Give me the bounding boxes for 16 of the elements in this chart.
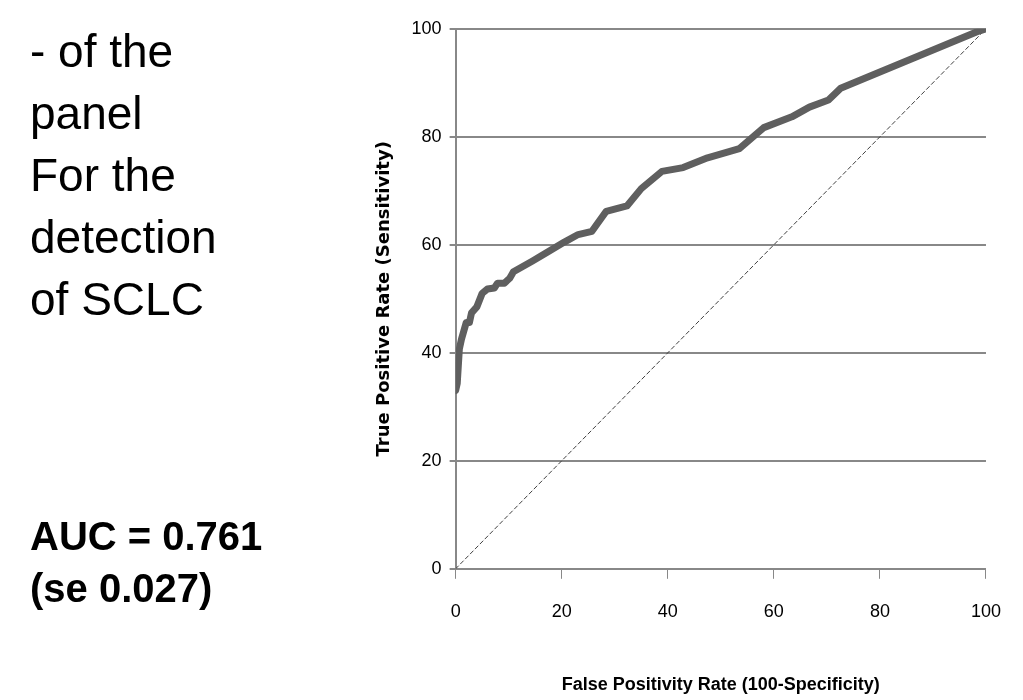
y-tick-label: 20 — [421, 449, 442, 470]
x-tick-label: 0 — [450, 600, 461, 621]
x-tick-label: 40 — [657, 600, 678, 621]
x-axis-title: False Positivity Rate (100-Specificity) — [561, 674, 880, 695]
y-tick-label: 40 — [421, 341, 442, 362]
y-tick-label: 100 — [411, 17, 442, 38]
y-tick-label: 0 — [431, 557, 442, 578]
x-tick-label: 80 — [869, 600, 890, 621]
y-axis-title: True Positive Rate (Sensitivity) — [372, 141, 394, 457]
text: - of the panel For the detection of SCLC — [30, 24, 218, 327]
x-tick-label: 100 — [970, 600, 1002, 621]
x-tick-label: 20 — [551, 600, 572, 621]
y-tick-label: 60 — [421, 233, 442, 254]
y-tick-label: 80 — [421, 125, 442, 146]
x-tick-label: 60 — [763, 600, 784, 621]
text: AUC = 0.761 (se 0.027) — [30, 513, 264, 612]
